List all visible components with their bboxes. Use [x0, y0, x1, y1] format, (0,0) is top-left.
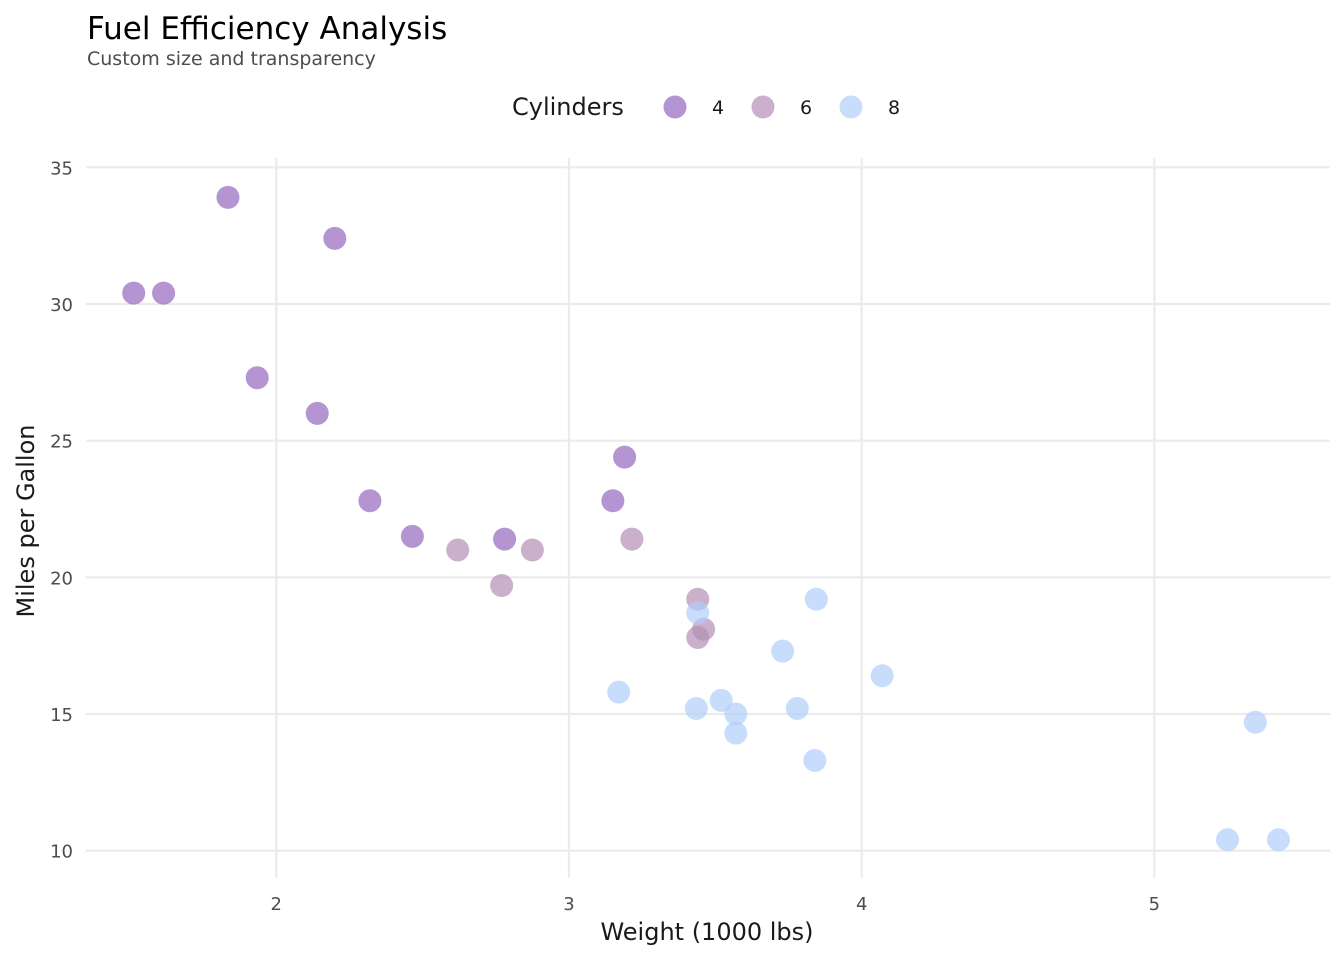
legend-label-8: 8: [888, 97, 900, 119]
legend-key-6: [751, 95, 775, 119]
legend: Cylinders 4 6 8: [512, 93, 900, 121]
legend-key-4: [663, 95, 687, 119]
data-point-cyl-8: [804, 587, 828, 611]
data-point-cyl-4: [323, 226, 347, 250]
legend-key-8: [839, 95, 863, 119]
data-point-cyl-8: [686, 601, 710, 625]
x-axis-title: Weight (1000 lbs): [600, 918, 813, 946]
data-point-cyl-4: [613, 445, 637, 469]
y-tick-label: 30: [50, 295, 73, 316]
data-point-cyl-4: [245, 366, 269, 390]
data-point-cyl-4: [358, 489, 382, 513]
data-point-cyl-8: [724, 702, 748, 726]
data-point-cyl-8: [1216, 828, 1240, 852]
data-point-cyl-6: [686, 625, 710, 649]
data-point-cyl-6: [446, 538, 470, 562]
data-point-cyl-6: [620, 527, 644, 551]
data-point-cyl-4: [493, 527, 517, 551]
data-point-cyl-8: [785, 697, 809, 721]
x-axis-ticks: 2 3 4 5: [271, 894, 1161, 915]
legend-items: 4 6 8: [663, 95, 900, 119]
legend-title: Cylinders: [512, 93, 624, 121]
data-point-cyl-6: [520, 538, 544, 562]
y-tick-label: 20: [50, 568, 73, 589]
legend-label-6: 6: [800, 97, 812, 119]
data-point-cyl-4: [305, 401, 329, 425]
data-point-cyl-8: [607, 680, 631, 704]
data-points: [122, 185, 1290, 852]
y-tick-label: 35: [50, 158, 73, 179]
x-tick-label: 2: [271, 894, 282, 915]
chart-title: Fuel Efficiency Analysis: [87, 11, 448, 47]
data-point-cyl-4: [216, 185, 240, 209]
data-point-cyl-8: [1243, 710, 1267, 734]
data-point-cyl-8: [771, 639, 795, 663]
data-point-cyl-4: [122, 281, 146, 305]
data-point-cyl-4: [400, 524, 424, 548]
data-point-cyl-6: [490, 574, 514, 598]
x-tick-label: 5: [1149, 894, 1160, 915]
y-axis-ticks: 10 15 20 25 30 35: [50, 158, 73, 862]
data-point-cyl-8: [709, 688, 733, 712]
data-point-cyl-8: [724, 721, 748, 745]
data-point-cyl-4: [601, 489, 625, 513]
y-tick-label: 15: [50, 705, 73, 726]
x-tick-label: 4: [856, 894, 867, 915]
grid-lines: [86, 158, 1330, 878]
data-point-cyl-8: [870, 664, 894, 688]
y-axis-title: Miles per Gallon: [12, 425, 40, 618]
data-point-cyl-4: [152, 281, 176, 305]
data-point-cyl-8: [1266, 828, 1290, 852]
legend-label-4: 4: [712, 97, 724, 119]
y-tick-label: 25: [50, 432, 73, 453]
x-tick-label: 3: [563, 894, 574, 915]
data-point-cyl-8: [803, 748, 827, 772]
y-tick-label: 10: [50, 842, 73, 863]
data-point-cyl-8: [684, 697, 708, 721]
chart-subtitle: Custom size and transparency: [87, 48, 376, 70]
